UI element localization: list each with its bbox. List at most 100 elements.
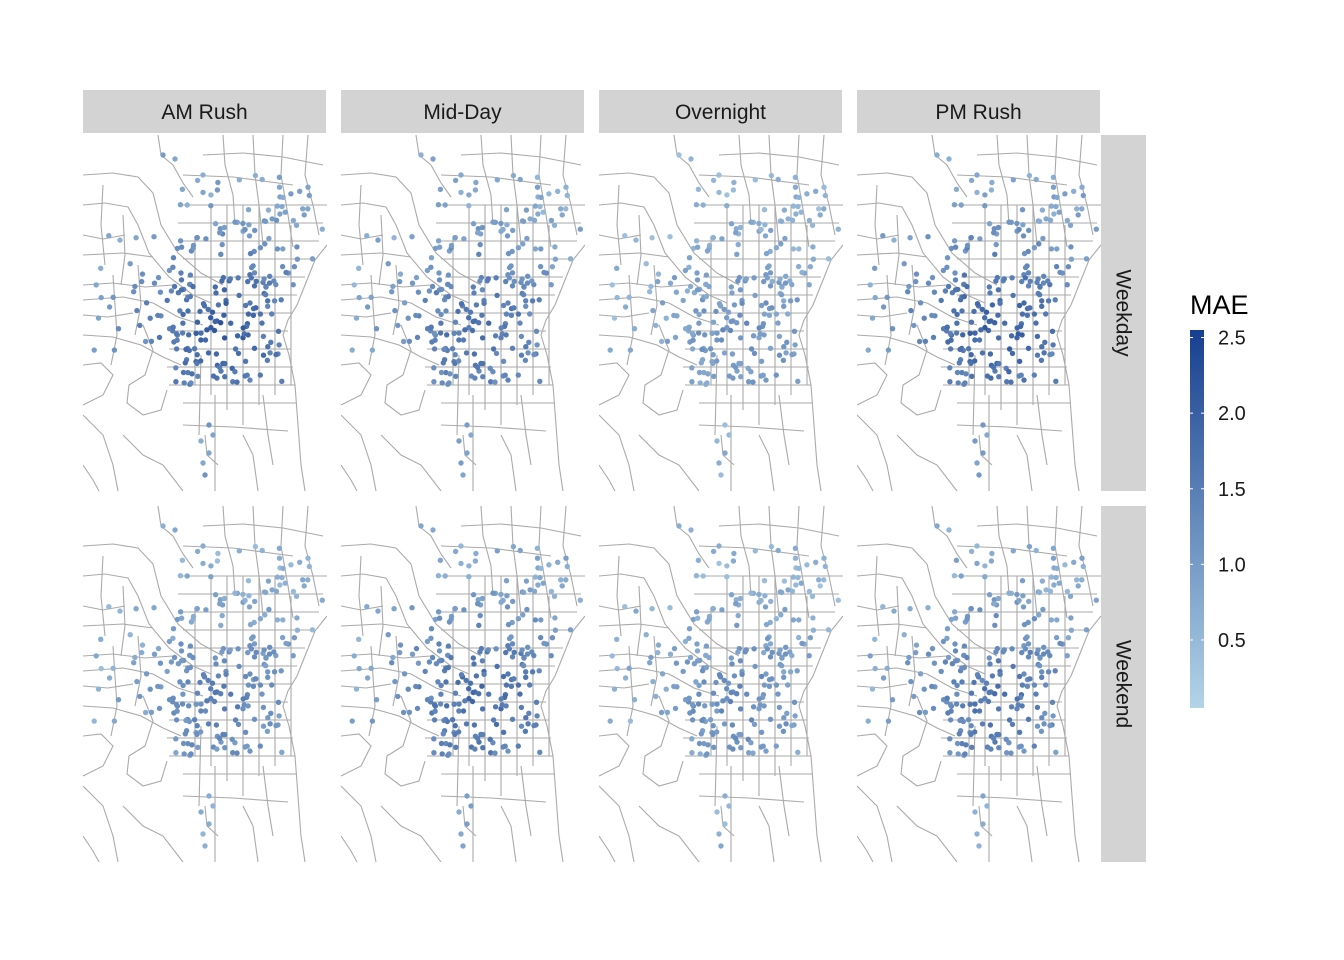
station-point <box>1045 669 1052 675</box>
station-point <box>1043 587 1049 593</box>
station-point <box>173 750 179 756</box>
station-point <box>422 297 428 304</box>
station-point <box>449 717 456 723</box>
station-point <box>242 226 248 233</box>
station-point <box>400 338 407 345</box>
station-point <box>418 152 424 158</box>
station-point <box>779 655 785 661</box>
station-point <box>213 351 220 357</box>
station-point <box>183 346 189 353</box>
station-point <box>609 653 615 659</box>
station-point <box>518 704 525 711</box>
station-point <box>1020 593 1026 599</box>
station-point <box>534 342 540 348</box>
station-point <box>191 346 198 352</box>
station-point <box>479 224 486 231</box>
station-point <box>761 649 767 656</box>
station-point <box>480 360 486 367</box>
station-point <box>435 202 442 208</box>
station-point <box>476 622 482 628</box>
station-point <box>413 645 420 652</box>
station-point <box>160 152 166 158</box>
station-point <box>756 220 762 227</box>
station-point <box>473 302 480 308</box>
station-point <box>711 373 717 379</box>
station-point <box>172 156 178 162</box>
station-point <box>537 378 543 384</box>
station-point <box>177 609 184 615</box>
station-point <box>663 686 669 692</box>
station-point <box>436 658 443 664</box>
station-point <box>792 555 799 561</box>
station-point <box>1064 653 1070 659</box>
station-point <box>477 278 483 284</box>
station-point <box>502 743 508 749</box>
station-point <box>1014 696 1020 702</box>
station-point <box>821 555 827 561</box>
column-strips: AM Rush Mid-Day Overnight PM Rush <box>83 90 1100 133</box>
station-point <box>247 748 253 754</box>
station-point <box>686 264 692 270</box>
station-point <box>733 601 739 607</box>
station-point <box>93 282 99 288</box>
station-point <box>974 831 980 837</box>
station-point <box>551 593 558 599</box>
station-point <box>537 263 544 270</box>
station-point <box>440 360 446 366</box>
station-point <box>455 308 461 315</box>
station-point <box>906 654 912 661</box>
station-point <box>974 543 980 549</box>
station-point <box>531 217 538 223</box>
station-point <box>947 346 954 352</box>
station-point <box>110 294 116 300</box>
station-point <box>219 612 225 619</box>
station-point <box>106 304 113 310</box>
station-point <box>982 315 988 321</box>
station-point <box>435 238 442 244</box>
station-point <box>982 203 988 209</box>
station-point <box>992 320 998 326</box>
station-point <box>98 636 104 642</box>
station-point <box>703 272 710 278</box>
station-point <box>174 337 180 343</box>
station-point <box>908 678 914 685</box>
station-point <box>563 184 569 190</box>
station-point <box>549 635 556 641</box>
station-point <box>948 245 955 252</box>
station-point <box>687 283 694 290</box>
station-point <box>821 206 827 212</box>
station-point <box>247 250 254 257</box>
station-point <box>194 352 200 358</box>
station-point <box>993 612 999 619</box>
station-point <box>213 722 220 728</box>
station-point <box>390 283 396 290</box>
station-point <box>776 352 783 358</box>
station-point <box>671 683 677 690</box>
station-point <box>546 562 552 568</box>
station-point <box>476 251 482 257</box>
station-point <box>649 606 655 612</box>
station-point <box>202 708 209 714</box>
station-point <box>297 188 303 194</box>
station-point <box>607 347 613 353</box>
station-point <box>156 334 163 341</box>
station-point <box>1031 682 1038 688</box>
station-point <box>982 324 988 331</box>
station-point <box>934 152 940 158</box>
station-point <box>942 288 949 294</box>
station-point <box>452 690 459 696</box>
station-point <box>1008 750 1014 756</box>
station-point <box>784 339 790 345</box>
station-point <box>213 661 219 667</box>
station-point <box>1020 604 1027 610</box>
station-point <box>200 189 206 196</box>
station-point <box>472 746 478 752</box>
station-point <box>435 609 442 615</box>
station-point <box>534 174 541 180</box>
station-point <box>189 742 195 748</box>
station-point <box>197 679 203 686</box>
station-point <box>724 563 730 569</box>
station-point <box>714 330 720 336</box>
station-point <box>1093 597 1099 603</box>
station-point <box>713 308 719 315</box>
